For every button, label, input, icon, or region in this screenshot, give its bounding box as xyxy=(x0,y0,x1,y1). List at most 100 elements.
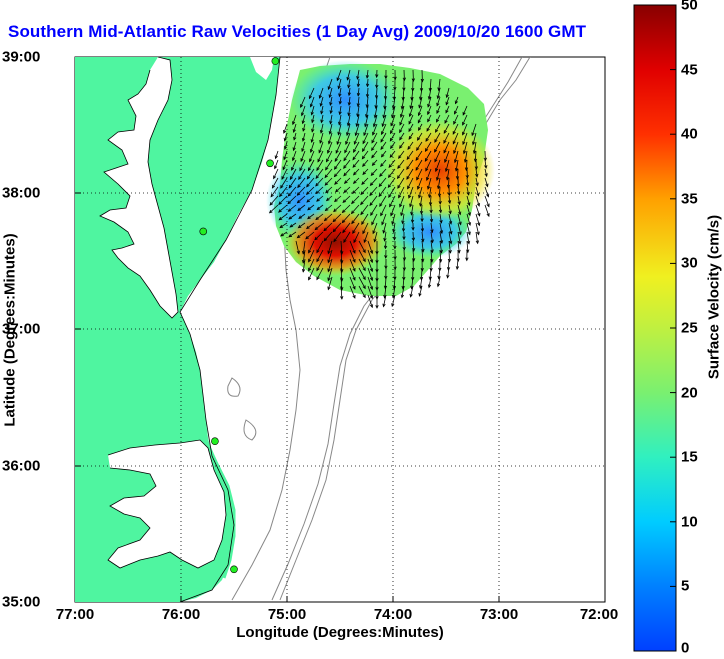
velocity-arrowhead xyxy=(446,184,451,189)
velocity-arrow xyxy=(272,177,279,189)
velocity-arrow xyxy=(351,204,360,214)
velocity-arrowhead xyxy=(427,111,431,116)
velocity-arrow xyxy=(397,177,405,189)
velocity-arrowhead xyxy=(427,96,432,101)
velocity-arrow xyxy=(401,285,405,298)
velocity-arrowhead xyxy=(292,121,296,126)
velocity-arrowhead xyxy=(429,218,434,223)
velocity-arrow xyxy=(310,141,315,153)
velocity-arrowhead xyxy=(418,127,422,132)
velocity-arrow xyxy=(389,195,396,207)
velocity-arrow xyxy=(366,69,369,79)
colorbar-tick-label: 0 xyxy=(681,639,690,657)
velocity-arrow xyxy=(289,168,297,180)
velocity-arrowhead xyxy=(352,294,356,299)
velocity-arrow xyxy=(330,114,333,124)
colorbar-tick-label: 30 xyxy=(681,254,698,272)
velocity-arrow xyxy=(307,204,315,211)
velocity-arrow xyxy=(344,177,351,184)
velocity-arrow xyxy=(419,87,423,100)
velocity-arrow xyxy=(448,258,450,271)
velocity-arrow xyxy=(280,177,288,189)
velocity-arrow xyxy=(311,123,315,132)
velocity-arrow xyxy=(338,123,342,135)
velocity-arrowhead xyxy=(284,146,288,151)
velocity-arrowhead xyxy=(288,184,292,189)
velocity-arrowhead xyxy=(410,211,414,216)
velocity-arrowhead xyxy=(333,166,338,170)
velocity-arrowhead xyxy=(310,111,314,116)
velocity-arrowhead xyxy=(346,76,350,81)
velocity-arrowhead xyxy=(411,247,416,252)
velocity-arrow xyxy=(439,204,442,213)
velocity-arrow xyxy=(388,159,396,168)
velocity-arrow xyxy=(314,222,324,231)
velocity-arrow xyxy=(457,204,461,215)
velocity-arrow xyxy=(351,195,360,204)
velocity-arrow xyxy=(371,150,378,159)
velocity-arrow xyxy=(448,222,452,234)
velocity-arrowhead xyxy=(316,276,320,281)
velocity-arrow xyxy=(353,168,360,176)
velocity-arrow xyxy=(323,231,333,242)
velocity-arrowhead xyxy=(436,110,440,115)
velocity-arrow xyxy=(429,78,432,91)
velocity-arrowhead xyxy=(341,209,346,214)
x-tick-label: 73:00 xyxy=(479,606,519,623)
velocity-arrowhead xyxy=(399,121,403,126)
velocity-arrow xyxy=(316,267,324,280)
grid-lines xyxy=(75,57,605,602)
velocity-arrow xyxy=(462,132,468,145)
velocity-arrow xyxy=(302,240,306,254)
velocity-arrowhead xyxy=(306,199,311,203)
velocity-arrow xyxy=(327,141,333,154)
velocity-arrowhead xyxy=(356,83,361,88)
velocity-arrowhead xyxy=(320,119,324,124)
velocity-arrowhead xyxy=(338,121,342,126)
velocity-arrowhead xyxy=(297,207,301,212)
velocity-arrow xyxy=(439,186,441,197)
velocity-arrow xyxy=(372,159,378,166)
velocity-arrow xyxy=(371,168,378,176)
velocity-arrow xyxy=(349,267,356,281)
velocity-arrow xyxy=(464,150,468,163)
colorbar-tick-label: 15 xyxy=(681,448,698,466)
velocity-arrowhead xyxy=(486,203,490,208)
velocity-arrow xyxy=(473,141,477,154)
velocity-arrow xyxy=(340,276,343,291)
velocity-arrow xyxy=(436,114,441,123)
velocity-arrowhead xyxy=(315,182,319,187)
velocity-arrow xyxy=(332,213,342,222)
velocity-arrowhead xyxy=(347,92,351,97)
velocity-arrowhead xyxy=(476,192,480,197)
velocity-arrowhead xyxy=(287,200,292,205)
colorbar-tick-label: 10 xyxy=(681,513,698,531)
velocity-arrowhead xyxy=(411,78,415,83)
velocity-arrowhead xyxy=(388,194,392,199)
velocity-arrow xyxy=(334,177,342,185)
radar-station-marker xyxy=(266,159,274,168)
velocity-arrow xyxy=(435,123,441,133)
velocity-arrow xyxy=(452,123,459,135)
velocity-arrowhead xyxy=(346,132,350,137)
velocity-arrowhead xyxy=(391,114,395,119)
velocity-arrow xyxy=(402,87,405,100)
colorbar-tick-label: 25 xyxy=(681,319,698,337)
velocity-arrow xyxy=(367,78,369,87)
velocity-arrowhead xyxy=(327,250,331,255)
velocity-arrow xyxy=(425,141,432,152)
colorbar-ticks xyxy=(670,69,676,587)
velocity-arrow xyxy=(409,105,414,117)
velocity-arrowhead xyxy=(381,123,385,128)
velocity-arrowhead xyxy=(327,140,332,145)
velocity-arrow xyxy=(325,186,333,193)
velocity-arrow xyxy=(425,132,432,142)
velocity-arrowhead xyxy=(351,220,355,225)
velocity-arrowhead xyxy=(449,240,453,245)
velocity-arrow xyxy=(340,258,343,273)
velocity-arrow xyxy=(348,96,351,106)
velocity-arrow xyxy=(428,186,432,198)
velocity-arrowhead xyxy=(453,121,457,125)
velocity-arrowhead xyxy=(364,123,368,128)
velocity-arrowhead xyxy=(337,85,341,90)
